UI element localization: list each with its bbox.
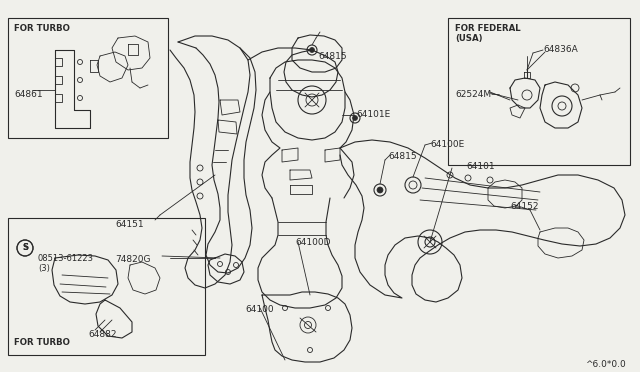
Text: 64836A: 64836A [543, 45, 578, 54]
FancyBboxPatch shape [448, 18, 630, 165]
Text: 64815: 64815 [318, 52, 347, 61]
FancyBboxPatch shape [8, 18, 168, 138]
Circle shape [310, 48, 314, 52]
Text: 64101: 64101 [466, 162, 495, 171]
FancyBboxPatch shape [8, 218, 205, 355]
Text: 64100E: 64100E [430, 140, 464, 149]
Text: FOR TURBO: FOR TURBO [14, 338, 70, 347]
Circle shape [377, 187, 383, 193]
Text: ^6.0*0.0: ^6.0*0.0 [585, 360, 626, 369]
Text: 64100D: 64100D [295, 238, 330, 247]
Text: S: S [22, 244, 28, 253]
Text: 64152: 64152 [510, 202, 538, 211]
Text: 64815: 64815 [388, 152, 417, 161]
Text: 64100: 64100 [245, 305, 274, 314]
Circle shape [353, 115, 358, 121]
Text: FOR FEDERAL
(USA): FOR FEDERAL (USA) [455, 24, 520, 44]
Text: 64882: 64882 [88, 330, 116, 339]
Text: 62524M—: 62524M— [455, 90, 500, 99]
Text: 74820G: 74820G [115, 255, 150, 264]
Text: 64101E: 64101E [356, 110, 390, 119]
Text: 64861: 64861 [14, 90, 43, 99]
Text: 08513-61223
(3): 08513-61223 (3) [38, 254, 94, 273]
Text: FOR TURBO: FOR TURBO [14, 24, 70, 33]
Text: S: S [22, 244, 28, 253]
Text: 64151: 64151 [115, 220, 143, 229]
